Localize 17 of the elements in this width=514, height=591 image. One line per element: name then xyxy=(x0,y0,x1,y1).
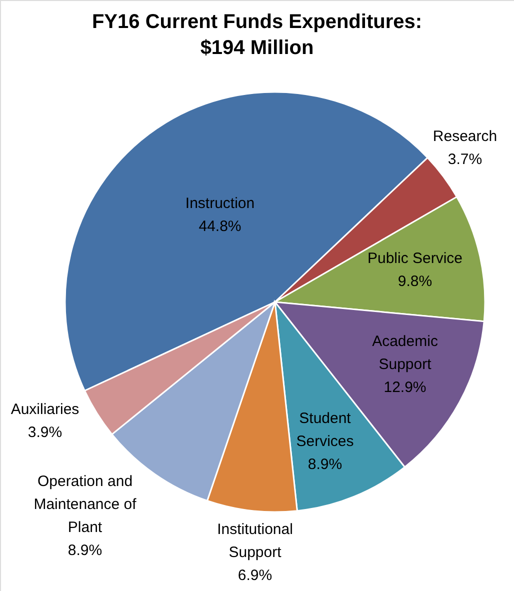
slice-label: Academic Support xyxy=(372,333,438,373)
data-label: 8.9% xyxy=(308,456,342,473)
data-label: 9.8% xyxy=(398,273,432,290)
data-label: 3.7% xyxy=(448,151,482,168)
slice-label: Institutional Support xyxy=(217,521,293,561)
data-label: 3.9% xyxy=(28,424,62,441)
slice-label: Operation and Maintenance of Plant xyxy=(34,473,138,536)
data-label: 6.9% xyxy=(238,567,272,584)
data-label: 44.8% xyxy=(198,218,242,235)
data-label: 8.9% xyxy=(68,542,102,559)
slice-label: Research xyxy=(432,128,498,145)
slice-label: Instruction xyxy=(185,195,255,212)
chart-title: FY16 Current Funds Expenditures: $194 Million xyxy=(92,11,422,59)
slice-label: Student Services xyxy=(296,410,354,450)
data-label: 12.9% xyxy=(384,379,426,396)
slice-label: Public Service xyxy=(367,250,463,267)
slice-label: Auxiliaries xyxy=(10,401,80,418)
